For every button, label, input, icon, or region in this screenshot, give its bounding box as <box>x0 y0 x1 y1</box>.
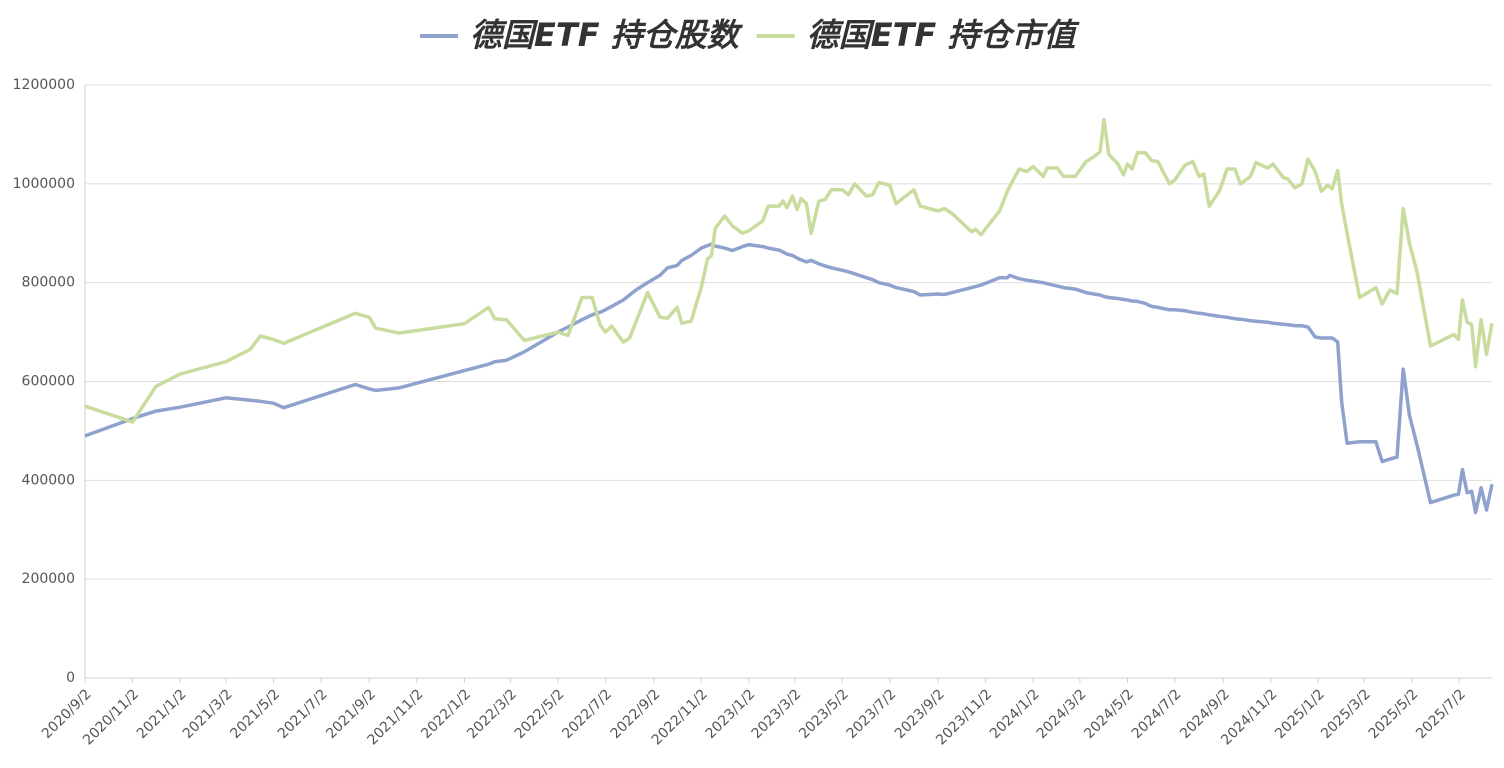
legend-text: 德国ETF 持仓市值 <box>807 16 1081 54</box>
x-tick-label: 2024/7/2 <box>1129 686 1185 742</box>
x-tick-label: 2022/3/2 <box>464 686 520 742</box>
x-tick-label: 2025/7/2 <box>1413 686 1469 742</box>
x-tick-label: 2023/3/2 <box>749 686 805 742</box>
x-tick-label: 2023/5/2 <box>796 686 852 742</box>
x-tick-label: 2021/3/2 <box>180 686 236 742</box>
x-tick-label: 2023/1/2 <box>703 686 759 742</box>
y-tick-label: 0 <box>66 670 75 686</box>
x-tick-label: 2022/1/2 <box>418 686 474 742</box>
y-tick-label: 200000 <box>22 571 75 587</box>
y-tick-label: 1200000 <box>13 77 75 93</box>
y-tick-label: 1000000 <box>13 176 75 192</box>
x-tick-label: 2024/1/2 <box>987 686 1043 742</box>
y-tick-label: 800000 <box>22 275 75 291</box>
legend-text: 德国ETF 持仓股数 <box>470 16 744 54</box>
series-line <box>84 242 1494 515</box>
x-tick-label: 2021/1/2 <box>134 686 190 742</box>
x-tick-label: 2021/7/2 <box>275 686 331 742</box>
x-tick-label: 2024/3/2 <box>1034 686 1090 742</box>
series-line <box>84 117 1494 424</box>
x-tick-label: 2022/7/2 <box>559 686 615 742</box>
x-tick-label: 2024/5/2 <box>1081 686 1137 742</box>
x-tick-label: 2021/5/2 <box>227 686 283 742</box>
y-tick-label: 600000 <box>22 374 75 390</box>
x-tick-label: 2022/5/2 <box>512 686 568 742</box>
y-tick-label: 400000 <box>22 472 75 488</box>
x-tick-label: 2023/7/2 <box>844 686 900 742</box>
x-tick-label: 2025/3/2 <box>1318 686 1374 742</box>
x-tick-label: 2025/1/2 <box>1272 686 1328 742</box>
x-tick-label: 2025/5/2 <box>1366 686 1422 742</box>
